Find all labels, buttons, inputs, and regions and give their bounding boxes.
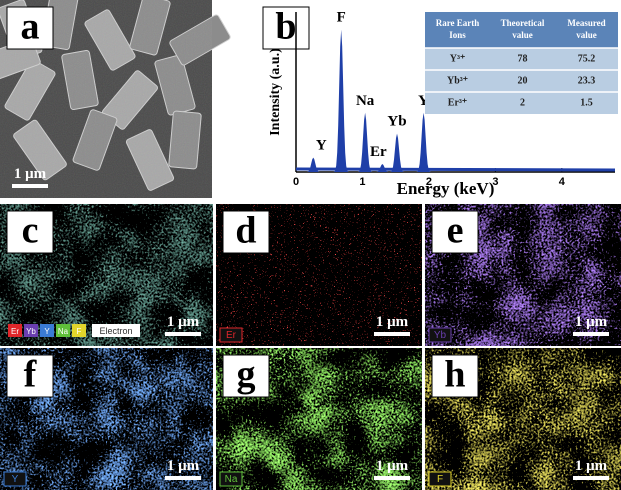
peak-label: Yb xyxy=(387,114,406,130)
scale-bar-label: 1 μm xyxy=(14,166,47,182)
legend-label: Yb xyxy=(26,327,36,336)
element-label: Er xyxy=(226,330,237,341)
spectrum-peak xyxy=(353,113,377,172)
panel-letter: h xyxy=(444,354,465,396)
x-tick-label: 1 xyxy=(359,176,365,188)
panel-letter: b xyxy=(275,6,296,48)
element-label: Yb xyxy=(434,330,447,341)
element-label: Na xyxy=(225,474,238,485)
scale-bar-label: 1 μm xyxy=(575,314,608,330)
legend-label: Y xyxy=(44,327,50,336)
table-cell: 1.5 xyxy=(580,97,593,108)
legend-label: F xyxy=(77,327,82,336)
legend-label: Na xyxy=(58,327,69,336)
panel-letter: c xyxy=(22,210,39,252)
spectrum-peak xyxy=(329,30,353,172)
y-axis-title: Intensity (a.u.) xyxy=(268,48,283,136)
table-cell: 2 xyxy=(520,97,525,108)
panel-letter: g xyxy=(237,354,256,396)
scale-bar-label: 1 μm xyxy=(376,314,409,330)
x-axis-title: Energy (keV) xyxy=(397,179,495,198)
x-tick-label: 4 xyxy=(559,176,566,188)
scale-bar-label: 1 μm xyxy=(167,458,200,474)
scale-bar xyxy=(165,332,201,336)
peak-label: Na xyxy=(356,93,375,109)
scale-bar xyxy=(374,476,410,480)
figure: a1 μmbc1 μmErYbYNaFElectrond1 μmEre1 μmY… xyxy=(0,0,621,490)
scale-bar xyxy=(573,332,609,336)
peak-label: Er xyxy=(370,144,387,160)
table-cell: 78 xyxy=(518,53,528,64)
panel-letter: e xyxy=(447,210,464,252)
scale-bar xyxy=(374,332,410,336)
x-tick-label: 0 xyxy=(293,176,299,188)
peak-label: F xyxy=(337,10,346,26)
scale-bar-label: 1 μm xyxy=(167,314,200,330)
element-label: F xyxy=(437,474,443,485)
scale-bar xyxy=(12,184,48,188)
scale-bar-label: 1 μm xyxy=(575,458,608,474)
legend-label: Electron xyxy=(99,326,132,336)
table-cell: 23.3 xyxy=(578,75,596,86)
panel-letter: a xyxy=(21,6,40,48)
spectrum-peak xyxy=(412,113,436,172)
panel-letter: d xyxy=(235,210,256,252)
table-cell: 75.2 xyxy=(578,53,596,64)
scale-bar xyxy=(573,476,609,480)
peak-label: Y xyxy=(316,138,327,154)
panel-letter: f xyxy=(24,354,38,396)
scale-bar-label: 1 μm xyxy=(376,458,409,474)
scale-bar xyxy=(165,476,201,480)
spectrum-baseline xyxy=(296,169,615,170)
table-cell: Er³⁺ xyxy=(448,97,467,108)
legend-label: Er xyxy=(11,327,19,336)
table-cell: Y³⁺ xyxy=(450,53,466,64)
element-label: Y xyxy=(12,474,19,485)
spectrum-peak xyxy=(385,134,409,172)
table-cell: Yb³⁺ xyxy=(447,75,468,86)
table-cell: 20 xyxy=(518,75,528,86)
